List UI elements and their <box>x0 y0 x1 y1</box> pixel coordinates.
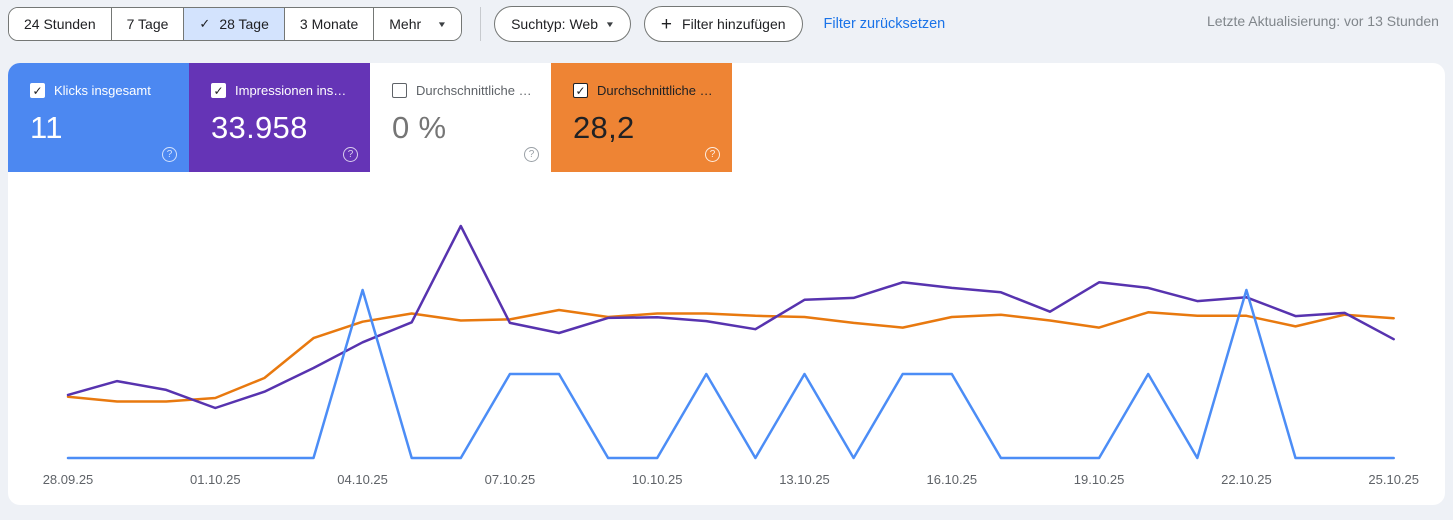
x-axis-label: 25.10.25 <box>1368 472 1419 487</box>
x-axis-label: 16.10.25 <box>926 472 977 487</box>
date-range-label: 7 Tage <box>126 16 169 32</box>
date-range-button-28-tage[interactable]: ✓ 28 Tage <box>184 8 285 40</box>
tile-value-ctr: 0 % <box>392 110 447 145</box>
x-axis-label: 22.10.25 <box>1221 472 1272 487</box>
x-axis-label: 13.10.25 <box>779 472 830 487</box>
chart-line-position <box>66 308 1395 403</box>
date-range-label: 28 Tage <box>219 16 269 32</box>
tile-label: Durchschnittliche … <box>597 83 713 98</box>
plus-icon: + <box>660 13 673 35</box>
date-range-selector: 24 Stunden 7 Tage ✓ 28 Tage 3 Monate Mehr ▼ <box>8 7 463 41</box>
metric-tile-position[interactable]: ✓ Durchschnittliche … 28,2? <box>551 63 732 172</box>
checkbox-checked-clicks[interactable]: ✓ <box>30 83 45 98</box>
add-filter-button[interactable]: + Filter hinzufügen <box>643 6 803 42</box>
performance-chart: 28.09.25 01.10.25 04.10.25 07.10.25 10.10.25… <box>43 224 1419 487</box>
date-range-button-24-stunden[interactable]: 24 Stunden <box>9 8 112 40</box>
date-range-label: 3 Monate <box>299 16 359 32</box>
last-update-text: Letzte Aktualisierung: vor 13 Stunden <box>1207 13 1439 29</box>
help-icon[interactable]: ? <box>162 147 177 162</box>
tile-label: Durchschnittliche … <box>416 83 532 98</box>
checkbox-unchecked-ctr[interactable] <box>392 83 407 98</box>
search-type-button[interactable]: Suchtyp: Web ▼ <box>494 6 631 42</box>
chevron-down-icon: ▼ <box>604 19 616 29</box>
date-range-button-7-tage[interactable]: 7 Tage <box>111 8 185 40</box>
date-range-button-3-monate[interactable]: 3 Monate <box>284 8 375 40</box>
checkbox-checked-impressions[interactable]: ✓ <box>211 83 226 98</box>
check-icon: ✓ <box>199 16 211 31</box>
date-range-button-mehr[interactable]: Mehr ▼ <box>374 8 462 40</box>
x-axis-label: 01.10.25 <box>190 472 241 487</box>
add-filter-label: Filter hinzufügen <box>682 16 786 32</box>
toolbar: 24 Stunden 7 Tage ✓ 28 Tage 3 Monate Mehr ▼ Su… <box>8 6 945 42</box>
chart-line-impressions <box>66 224 1395 410</box>
x-axis-label: 28.09.25 <box>43 472 94 487</box>
x-axis-label: 10.10.25 <box>632 472 683 487</box>
help-icon[interactable]: ? <box>343 147 358 162</box>
tile-header: ✓ Klicks insgesamt <box>30 83 189 98</box>
tile-header: ✓ Durchschnittliche … <box>573 83 732 98</box>
checkbox-checked-position[interactable]: ✓ <box>573 83 588 98</box>
tile-label: Impressionen ins… <box>235 83 347 98</box>
x-axis-label: 04.10.25 <box>337 472 388 487</box>
help-icon[interactable]: ? <box>524 147 539 162</box>
date-range-label: 24 Stunden <box>24 16 96 32</box>
chevron-down-icon: ▼ <box>436 19 448 29</box>
x-axis-label: 19.10.25 <box>1074 472 1125 487</box>
toolbar-divider <box>480 7 482 41</box>
tile-label: Klicks insgesamt <box>54 83 151 98</box>
metric-tiles: ✓ Klicks insgesamt 11? ✓ Impressionen ins… 33… <box>8 63 732 172</box>
search-type-label: Suchtyp: Web <box>511 16 598 32</box>
tile-value-position: 28,2 <box>573 110 635 145</box>
tile-header: ✓ Impressionen ins… <box>211 83 370 98</box>
help-icon[interactable]: ? <box>705 147 720 162</box>
x-axis-label: 07.10.25 <box>485 472 536 487</box>
metric-tile-ctr[interactable]: Durchschnittliche … 0 %? <box>370 63 551 172</box>
performance-panel: ✓ Klicks insgesamt 11? ✓ Impressionen ins… 33… <box>8 63 1445 505</box>
reset-filters-link[interactable]: Filter zurücksetzen <box>823 16 946 32</box>
tile-header: Durchschnittliche … <box>392 83 551 98</box>
metric-tile-clicks[interactable]: ✓ Klicks insgesamt 11? <box>8 63 189 172</box>
date-range-label: Mehr <box>389 16 422 32</box>
chart-line-clicks <box>66 288 1395 460</box>
tile-value-clicks: 11 <box>30 110 63 145</box>
tile-value-impressions: 33.958 <box>211 110 308 145</box>
metric-tile-impressions[interactable]: ✓ Impressionen ins… 33.958? <box>189 63 370 172</box>
